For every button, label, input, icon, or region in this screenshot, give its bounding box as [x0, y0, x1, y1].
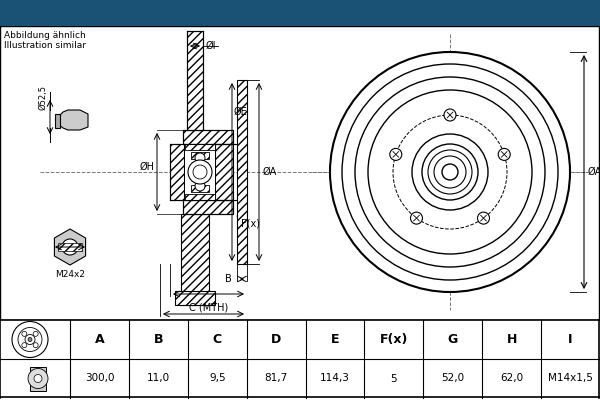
Text: 300,0: 300,0	[85, 374, 114, 384]
Bar	[185, 144, 215, 150]
Polygon shape	[55, 229, 86, 265]
Text: E: E	[331, 333, 339, 346]
Text: B: B	[225, 274, 232, 284]
Bar	[183, 200, 233, 214]
Circle shape	[478, 212, 490, 224]
Circle shape	[342, 64, 558, 280]
Text: C: C	[212, 333, 222, 346]
Text: M14x1,5: M14x1,5	[548, 374, 593, 384]
Circle shape	[428, 150, 472, 194]
Text: F(x): F(x)	[380, 333, 408, 346]
Circle shape	[18, 328, 42, 352]
Text: C (MTH): C (MTH)	[189, 302, 228, 312]
Text: ØH: ØH	[140, 162, 155, 172]
Text: B: B	[154, 333, 163, 346]
Text: ØI: ØI	[206, 41, 217, 51]
Text: 62,0: 62,0	[500, 374, 523, 384]
Polygon shape	[55, 114, 60, 128]
Circle shape	[62, 239, 78, 255]
Circle shape	[368, 90, 532, 254]
Text: 9,5: 9,5	[209, 374, 226, 384]
Bar	[215, 144, 233, 200]
Text: G: G	[448, 333, 458, 346]
Text: ØA: ØA	[263, 167, 277, 177]
Circle shape	[22, 331, 27, 336]
Bar	[187, 31, 203, 130]
Bar	[191, 185, 209, 192]
Text: Illustration similar: Illustration similar	[4, 41, 86, 50]
Bar	[185, 194, 215, 200]
Circle shape	[410, 212, 422, 224]
Circle shape	[355, 77, 545, 267]
Circle shape	[412, 134, 488, 210]
Circle shape	[33, 343, 38, 348]
Text: 81,7: 81,7	[265, 374, 288, 384]
Text: ØA: ØA	[588, 167, 600, 177]
Circle shape	[34, 374, 42, 382]
Bar	[183, 130, 233, 144]
Text: ØE: ØE	[234, 107, 248, 117]
Text: 114,3: 114,3	[320, 374, 350, 384]
Circle shape	[193, 165, 207, 179]
Bar	[0, 26, 600, 320]
Polygon shape	[58, 110, 88, 130]
Circle shape	[188, 160, 212, 184]
Bar	[185, 144, 215, 200]
Text: D: D	[271, 333, 281, 346]
Circle shape	[434, 156, 466, 188]
Text: 5: 5	[391, 374, 397, 384]
Circle shape	[422, 144, 478, 200]
Circle shape	[33, 331, 38, 336]
Circle shape	[444, 109, 456, 121]
Text: 52,0: 52,0	[441, 374, 464, 384]
Text: Ø52,5: Ø52,5	[39, 84, 48, 110]
Circle shape	[195, 181, 205, 191]
Bar	[0, 320, 600, 398]
Bar	[191, 152, 209, 159]
Bar	[170, 144, 184, 200]
Circle shape	[28, 338, 32, 342]
Text: Ø30: Ø30	[194, 156, 203, 172]
Text: M24x2: M24x2	[55, 270, 85, 279]
Text: ØG: ØG	[205, 158, 214, 170]
Text: F(x): F(x)	[241, 219, 260, 229]
Text: 411173: 411173	[326, 3, 413, 23]
Text: H: H	[506, 333, 517, 346]
Circle shape	[390, 148, 402, 160]
Circle shape	[195, 153, 205, 163]
Circle shape	[25, 334, 35, 344]
Circle shape	[12, 322, 48, 358]
Bar	[30, 366, 46, 390]
Circle shape	[442, 164, 458, 180]
Bar	[175, 291, 215, 305]
Circle shape	[330, 52, 570, 292]
Text: Abbildung ähnlich: Abbildung ähnlich	[4, 31, 86, 40]
Text: 11,0: 11,0	[147, 374, 170, 384]
Circle shape	[28, 368, 48, 388]
Circle shape	[498, 148, 510, 160]
Bar	[237, 80, 247, 264]
Circle shape	[22, 343, 27, 348]
Text: I: I	[568, 333, 573, 346]
Bar	[58, 243, 82, 251]
Text: A: A	[95, 333, 104, 346]
Bar	[0, 0, 600, 26]
Bar	[181, 214, 209, 305]
Text: D: D	[200, 320, 208, 330]
Text: 24.0111-0173.2: 24.0111-0173.2	[63, 3, 247, 23]
